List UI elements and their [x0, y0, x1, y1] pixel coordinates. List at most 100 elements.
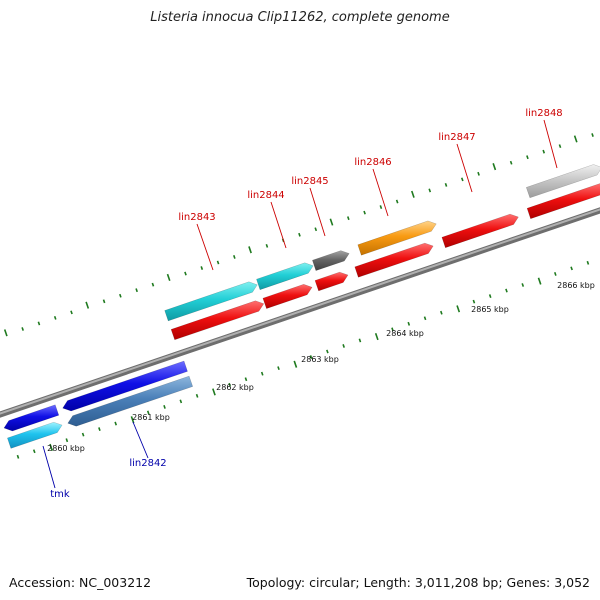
tick-mark: [346, 216, 350, 221]
gene-label: lin2842: [129, 458, 166, 469]
tick-mark: [526, 155, 529, 160]
tick-mark: [428, 188, 432, 193]
gene-label: lin2843: [178, 212, 215, 223]
scale-label: 2864 kbp: [386, 329, 424, 338]
tick-mark: [135, 288, 138, 293]
tick-mark: [444, 182, 448, 187]
tick-mark: [342, 344, 345, 348]
tick-mark: [314, 227, 318, 232]
tmk-rev-gene: [3, 404, 60, 432]
lin2842-rev-gene: [62, 360, 188, 412]
genome-summary: Topology: circular; Length: 3,011,208 bp…: [246, 575, 590, 590]
tick-mark: [49, 443, 54, 451]
tick-mark: [212, 388, 216, 396]
tick-mark: [456, 305, 461, 313]
tick-mark: [228, 382, 231, 387]
tick-mark: [37, 321, 41, 326]
tick-mark: [184, 271, 187, 276]
tick-mark: [244, 377, 248, 382]
tick-mark: [395, 199, 399, 204]
tick-row-inner: [16, 260, 590, 459]
tick-mark: [32, 449, 36, 454]
genome-backbone: [0, 207, 600, 418]
tick-mark: [216, 260, 220, 265]
tick-mark: [179, 399, 183, 404]
lin2843-fwd-gene: [170, 300, 265, 341]
tick-mark: [460, 177, 464, 182]
tick-mark: [591, 133, 594, 137]
tick-mark: [477, 171, 480, 176]
tick-mark: [492, 163, 497, 171]
leader-line: [309, 187, 326, 237]
tick-mark: [558, 144, 562, 149]
tick-mark: [309, 355, 313, 359]
gene-label: lin2844: [247, 190, 284, 201]
gene-label: lin2846: [354, 157, 391, 168]
scale-label: 2860 kbp: [47, 444, 85, 453]
tick-mark: [114, 421, 118, 426]
map-title: Listeria innocua Clip11262, complete gen…: [150, 10, 450, 25]
tick-mark: [200, 266, 204, 270]
tick-mark: [407, 321, 411, 326]
tick-mark: [70, 310, 73, 315]
lin2847-gene: [441, 213, 519, 249]
tick-mark: [573, 135, 578, 143]
tick-mark: [358, 338, 362, 343]
tick-mark: [130, 416, 135, 424]
lin2845-fwd-gene: [314, 271, 349, 292]
tick-mark: [81, 432, 85, 437]
tick-mark: [537, 277, 542, 285]
leader-line: [372, 168, 389, 217]
scale-label: 2862 kbp: [216, 383, 254, 392]
tick-mark: [391, 327, 394, 332]
tick-mark: [472, 299, 476, 304]
gene-label: lin2845: [291, 176, 328, 187]
tick-mark: [102, 299, 106, 304]
tick-mark: [277, 366, 280, 371]
tick-mark: [65, 438, 69, 443]
tick-mark: [260, 371, 264, 376]
tick-mark: [195, 393, 199, 398]
gene-label: lin2848: [525, 108, 562, 119]
tick-mark: [440, 310, 443, 315]
lin2845-gene: [312, 250, 350, 271]
leader-line: [270, 201, 287, 249]
scale-label: 2865 kbp: [471, 305, 509, 314]
scale-label: 2866 kbp: [557, 281, 595, 290]
lin2844-fwd-gene: [262, 284, 313, 309]
leader-line: [543, 119, 558, 169]
tick-mark: [363, 210, 366, 215]
tick-mark: [248, 246, 252, 254]
tick-mark: [329, 218, 334, 226]
tick-mark: [298, 232, 301, 237]
tick-mark: [374, 332, 379, 341]
lin2843-gene: [164, 281, 258, 322]
tick-mark: [3, 329, 8, 337]
tick-mark: [505, 288, 508, 293]
lin2848-fwd-gene: [526, 183, 600, 220]
tick-mark: [163, 405, 166, 409]
tick-mark: [293, 360, 298, 368]
gene-label: lin2847: [438, 132, 475, 143]
tmk-gene: [7, 421, 63, 449]
tick-mark: [326, 349, 329, 354]
leader-line: [132, 421, 149, 459]
tick-mark: [521, 283, 525, 287]
lin2846-fwd-gene: [354, 242, 434, 278]
tick-mark: [554, 272, 557, 276]
tick-mark: [151, 282, 155, 287]
gene-label: tmk: [50, 489, 70, 500]
lin2844-gene: [256, 262, 314, 291]
tick-mark: [488, 294, 492, 299]
accession-label: Accession: NC_003212: [9, 575, 152, 590]
leader-line: [456, 143, 473, 193]
tick-mark: [146, 410, 150, 415]
lin2842-gene: [67, 375, 194, 427]
tick-mark: [570, 266, 573, 271]
leader-line: [196, 223, 214, 271]
tick-mark: [411, 190, 415, 198]
scale-label: 2861 kbp: [132, 413, 170, 422]
tick-mark: [586, 260, 590, 265]
tick-mark: [542, 149, 546, 154]
